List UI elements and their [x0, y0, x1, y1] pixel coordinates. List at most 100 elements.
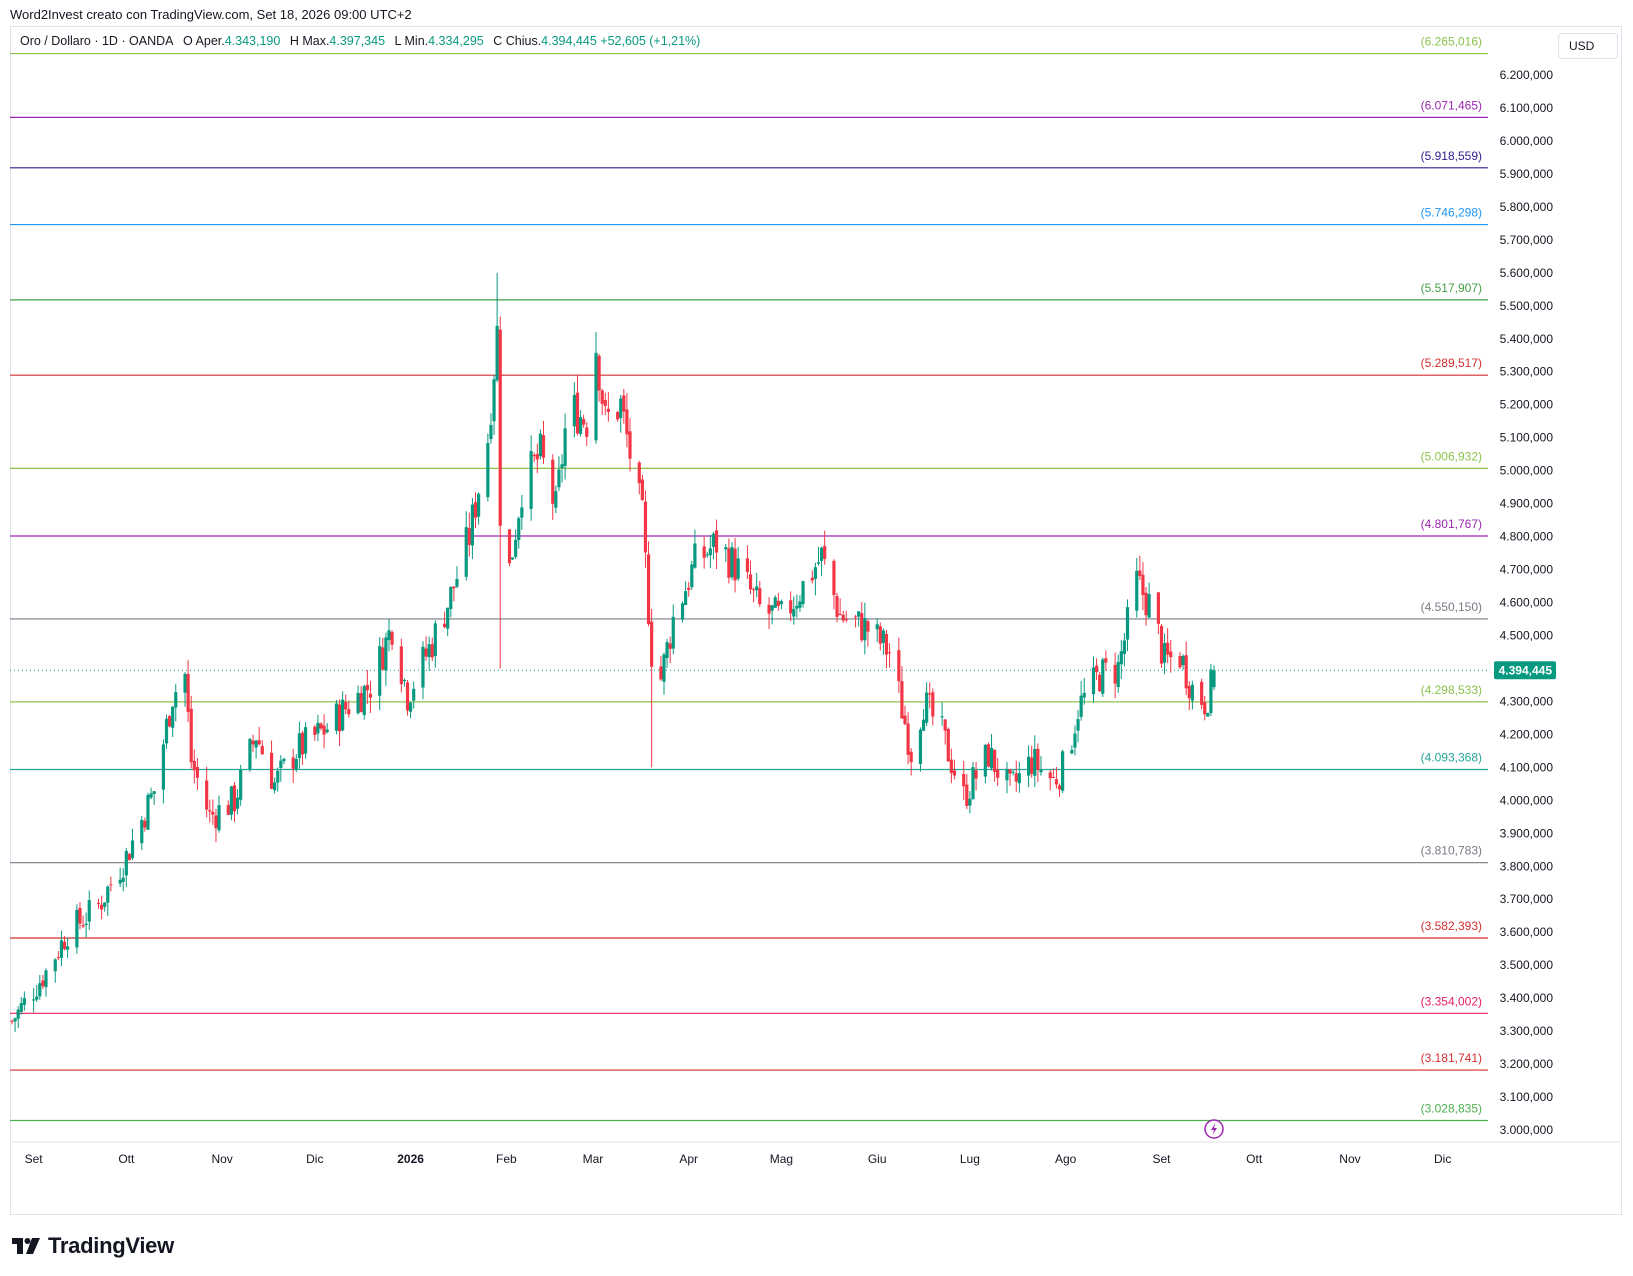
candle: [779, 599, 784, 610]
candle-body: [1144, 592, 1148, 616]
candle-body: [779, 601, 784, 605]
candle: [399, 638, 403, 693]
candle-body: [921, 719, 926, 731]
candle: [430, 637, 434, 661]
tradingview-logo[interactable]: TradingView: [12, 1233, 174, 1258]
candle: [13, 1017, 17, 1032]
y-tick-label: 5.100,000: [1500, 431, 1554, 445]
y-tick-label: 3.900,000: [1500, 826, 1554, 840]
level-label-11: (3.810,783): [1421, 844, 1482, 858]
candle: [1156, 591, 1160, 635]
y-tick-label: 5.900,000: [1500, 167, 1554, 181]
candle-body: [1094, 665, 1099, 673]
candle: [427, 636, 431, 671]
candle-body: [152, 791, 156, 794]
candle-body: [1091, 667, 1096, 695]
x-tick-label: Ott: [1246, 1152, 1263, 1166]
candle-body: [517, 518, 521, 540]
candle-body: [792, 608, 796, 617]
candle: [257, 726, 261, 746]
candle-body: [1104, 658, 1108, 663]
candle-body: [643, 501, 648, 553]
candle: [254, 739, 258, 759]
candle: [708, 534, 712, 569]
candle-body: [319, 723, 323, 729]
candle: [473, 492, 478, 528]
price-chart[interactable]: (6.265,016) (6.071,465) (5.918,559) (5.746,…: [0, 0, 1633, 1230]
candle: [1070, 745, 1074, 755]
candle: [557, 456, 561, 491]
candle: [702, 536, 706, 569]
candle: [752, 587, 756, 603]
candle-body: [863, 618, 867, 641]
candle-body: [316, 722, 320, 734]
candle-body: [495, 325, 499, 381]
candle: [464, 511, 468, 581]
lightning-icon[interactable]: [1204, 1119, 1224, 1139]
candle-body: [208, 810, 212, 812]
candle-body: [10, 1020, 14, 1022]
currency-selector[interactable]: USD: [1558, 33, 1618, 59]
candle: [835, 592, 839, 623]
candle: [538, 429, 542, 460]
candle: [486, 433, 490, 502]
candle: [1079, 680, 1083, 721]
candle-body: [1101, 659, 1105, 694]
candle: [776, 593, 780, 611]
candle-body: [962, 773, 966, 787]
candle: [1122, 633, 1126, 667]
candle-body: [1051, 776, 1055, 778]
candle: [319, 722, 323, 731]
candle-body: [1076, 719, 1080, 731]
candle-body: [918, 729, 923, 764]
candle-body: [269, 752, 274, 789]
candle-body: [149, 793, 153, 798]
candle-body: [659, 666, 663, 680]
candle: [1094, 658, 1099, 681]
legend-symbol[interactable]: Oro / Dollaro · 1D · OANDA: [20, 34, 174, 48]
candle-body: [443, 623, 447, 628]
candle-body: [183, 673, 187, 693]
candle-body: [616, 412, 620, 420]
candle-body: [1166, 642, 1170, 655]
candle: [921, 709, 926, 732]
candle: [687, 581, 691, 597]
candle: [535, 443, 539, 474]
candle-body: [229, 786, 233, 815]
candle: [232, 782, 237, 822]
candle-body: [510, 557, 515, 560]
candle-body: [171, 706, 175, 728]
candle: [118, 867, 122, 888]
candle: [470, 497, 475, 560]
candle: [514, 529, 518, 559]
candle-body: [816, 562, 821, 564]
x-tick-label: Ago: [1055, 1152, 1077, 1166]
candle: [606, 392, 610, 422]
candle: [971, 761, 975, 801]
candle: [337, 699, 342, 747]
candle-body: [1082, 692, 1086, 698]
candle-body: [582, 419, 586, 425]
candle-body: [211, 811, 215, 815]
candle-body: [399, 646, 403, 685]
y-tick-label: 5.600,000: [1500, 266, 1554, 280]
candle: [294, 754, 298, 773]
candle-body: [405, 682, 410, 711]
candle: [313, 724, 317, 741]
candle-body: [857, 611, 861, 617]
tradingview-logo-text: TradingView: [48, 1233, 174, 1258]
candle: [167, 714, 172, 728]
candle: [517, 516, 521, 549]
candle-body: [974, 770, 978, 779]
candle: [409, 701, 413, 719]
candle-body: [646, 554, 651, 625]
y-tick-label: 3.200,000: [1500, 1057, 1554, 1071]
candle-body: [195, 767, 199, 778]
candle-body: [174, 692, 178, 708]
candle-body: [507, 529, 512, 564]
candle: [297, 721, 301, 769]
candle-body: [276, 770, 280, 783]
candle: [733, 537, 737, 593]
candle-body: [563, 428, 567, 466]
candle: [1051, 768, 1055, 779]
